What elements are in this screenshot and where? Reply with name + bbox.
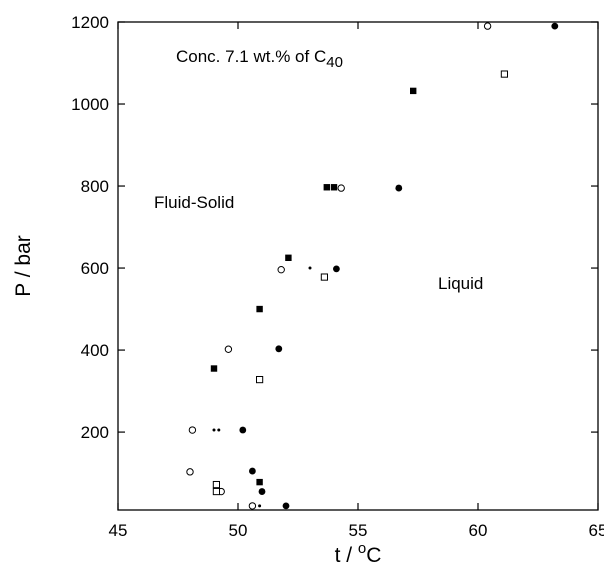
- x-tick-label: 60: [469, 521, 488, 540]
- data-point-open-square: [212, 487, 221, 496]
- data-point-filled-square: [285, 254, 292, 261]
- data-points: [186, 22, 559, 510]
- x-axis: 45 50 55 60 65: [109, 22, 604, 540]
- y-tick-label: 1200: [71, 13, 109, 32]
- data-point-filled-circle: [282, 502, 290, 510]
- data-point-filled-square: [256, 305, 263, 313]
- data-point-open-circle: [483, 22, 492, 30]
- y-tick-label: 600: [81, 259, 109, 278]
- data-point-open-square: [320, 273, 328, 281]
- data-point-filled-circle: [395, 184, 403, 192]
- y-tick-label: 1000: [71, 95, 109, 114]
- data-point-open-circle: [277, 265, 285, 274]
- y-tick-label: 400: [81, 341, 109, 360]
- x-tick-label: 65: [589, 521, 604, 540]
- data-point-open-square: [212, 480, 221, 489]
- data-point-open-circle: [248, 502, 257, 510]
- data-point-filled-circle: [275, 345, 283, 353]
- data-point-open-square: [500, 70, 508, 78]
- data-point-open-circle: [337, 184, 345, 192]
- data-point-small-dot: [308, 266, 312, 270]
- data-point-filled-square: [323, 184, 330, 191]
- data-point-open-circle: [188, 426, 197, 434]
- x-tick-label: 45: [109, 521, 128, 540]
- data-point-small-dot: [258, 504, 262, 508]
- data-point-filled-circle: [258, 488, 266, 495]
- data-point-open-square: [256, 375, 264, 384]
- fluid-solid-label: Fluid-Solid: [154, 193, 234, 212]
- data-point-open-circle: [186, 468, 194, 476]
- y-tick-label: 800: [81, 177, 109, 196]
- data-point-small-dot: [217, 428, 221, 432]
- x-axis-title: t / oC: [335, 540, 382, 567]
- data-point-filled-circle: [249, 467, 256, 475]
- plot-area: [117, 21, 599, 511]
- data-point-filled-square: [210, 365, 218, 372]
- data-point-small-dot: [212, 428, 216, 432]
- liquid-label: Liquid: [438, 274, 483, 293]
- data-point-filled-circle: [239, 426, 247, 434]
- x-tick-label: 50: [229, 521, 248, 540]
- data-point-filled-circle: [333, 265, 340, 273]
- data-point-filled-square: [256, 478, 263, 486]
- y-axis: 200 400 600 800 1000 1200: [71, 13, 598, 442]
- data-point-filled-circle: [551, 22, 559, 30]
- y-tick-label: 200: [81, 423, 109, 442]
- y-axis-title: P / bar: [12, 235, 35, 296]
- x-tick-label: 55: [349, 521, 368, 540]
- data-point-filled-square: [410, 87, 417, 95]
- concentration-label: Conc. 7.1 wt.% of C40: [176, 47, 343, 71]
- data-point-filled-square: [330, 184, 338, 191]
- data-point-open-circle: [224, 345, 233, 353]
